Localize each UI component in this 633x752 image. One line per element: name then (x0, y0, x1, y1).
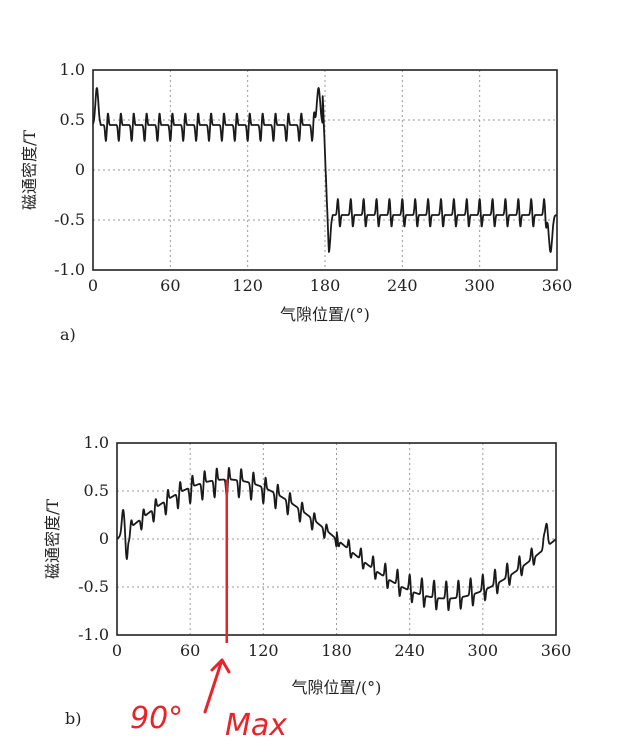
x-tick-label: 120 (248, 641, 279, 660)
x-tick-label: 60 (180, 641, 200, 660)
y-tick-label: 1.0 (60, 60, 85, 79)
x-tick-label: 60 (160, 276, 180, 295)
x-tick-label: 300 (468, 641, 499, 660)
chart-b: 0 60 120 180 240 300 360 1.0 0.5 0 -0.5 -1.0 气隙位置/… (43, 433, 571, 728)
x-tick-label: 0 (88, 276, 98, 295)
x-tick-label: 180 (321, 641, 352, 660)
x-tick-label: 180 (310, 276, 341, 295)
grid-b (117, 443, 556, 635)
x-ticks-a: 0 60 120 180 240 300 360 (88, 276, 572, 295)
x-tick-label: 240 (394, 641, 425, 660)
y-tick-label: -1.0 (78, 625, 109, 644)
x-tick-label: 360 (542, 276, 573, 295)
plot-frame-b (116, 442, 557, 636)
chart-a: 0 60 120 180 240 300 360 1.0 0.5 0 -0.5 -1.0 气隙位置/… (20, 60, 572, 344)
y-tick-label: 1.0 (84, 433, 109, 452)
annotation-max: Max (225, 708, 287, 743)
y-tick-label: 0.5 (84, 481, 109, 500)
y-axis-label-a: 磁通密度/T (20, 130, 39, 210)
x-tick-label: 240 (387, 276, 418, 295)
annotation-angle: 90° (130, 701, 183, 736)
red-annotation: 90° Max (130, 479, 287, 743)
x-tick-label: 120 (232, 276, 263, 295)
x-tick-label: 360 (541, 641, 572, 660)
y-tick-label: 0 (99, 529, 109, 548)
y-tick-label: 0.5 (60, 110, 85, 129)
x-tick-label: 0 (112, 641, 122, 660)
y-ticks-b: 1.0 0.5 0 -0.5 -1.0 (78, 433, 109, 644)
y-tick-label: -0.5 (54, 210, 85, 229)
y-tick-label: -0.5 (78, 577, 109, 596)
plot-frame-a (92, 69, 558, 271)
y-axis-label-b: 磁通密度/T (43, 499, 62, 579)
panel-label-a: a) (60, 325, 76, 344)
y-ticks-a: 1.0 0.5 0 -0.5 -1.0 (54, 60, 85, 279)
flux-density-wave-b (116, 467, 557, 611)
panel-label-b: b) (65, 709, 81, 728)
y-tick-label: -1.0 (54, 260, 85, 279)
arrow-icon (203, 658, 231, 714)
x-axis-label-b: 气隙位置/(°) (292, 678, 382, 697)
x-axis-label-a: 气隙位置/(°) (280, 305, 370, 324)
flux-density-wave-a (92, 87, 558, 253)
x-ticks-b: 0 60 120 180 240 300 360 (112, 641, 571, 660)
x-tick-label: 300 (464, 276, 495, 295)
y-tick-label: 0 (75, 160, 85, 179)
